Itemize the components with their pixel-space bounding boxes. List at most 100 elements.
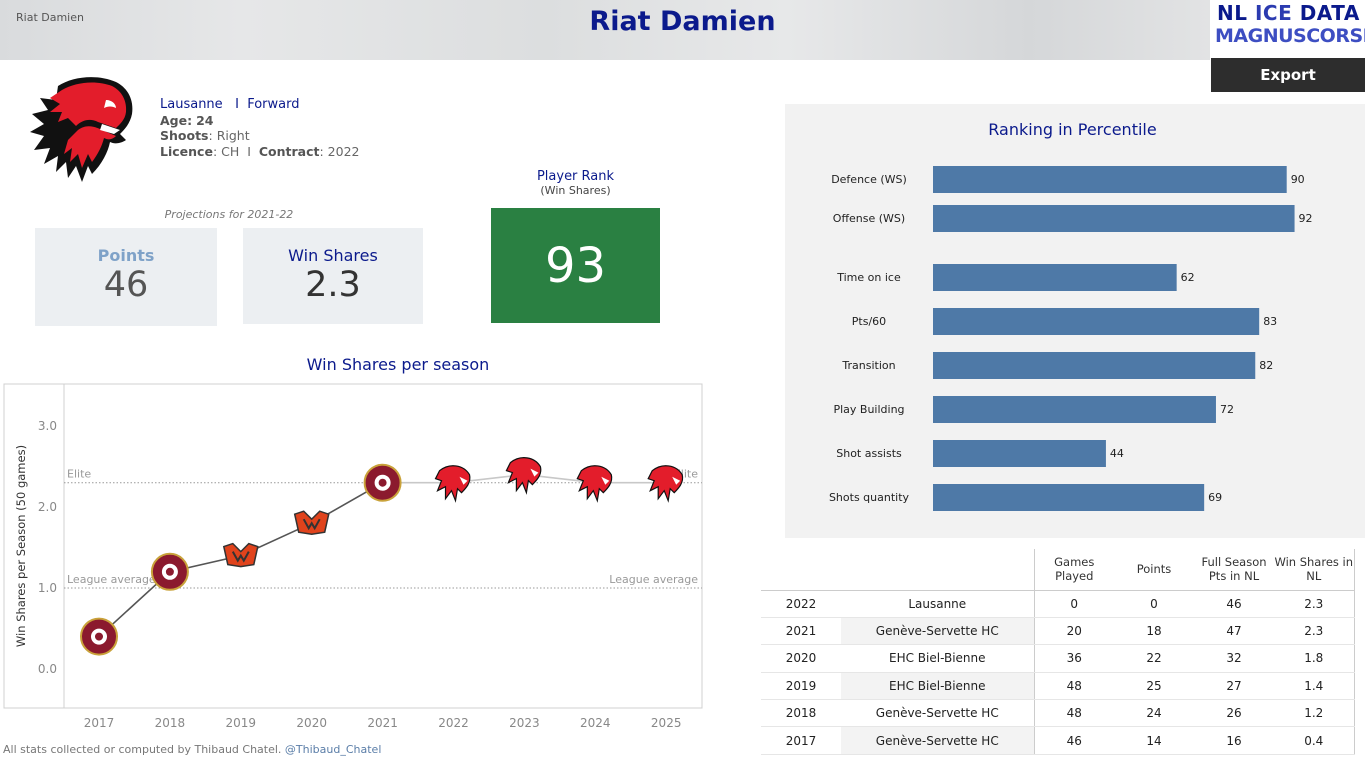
data-point-marker: [293, 510, 330, 535]
percentile-bar: [933, 308, 1260, 335]
percentile-bar: [933, 352, 1256, 379]
player-rank-value: 93: [491, 208, 660, 323]
percentile-bar: [933, 396, 1216, 423]
bar-category-label: Transition: [841, 359, 895, 372]
bar-value-label: 92: [1299, 212, 1313, 225]
cell-gp: 20: [1033, 617, 1114, 646]
cell-year: 2020: [761, 644, 841, 673]
cell-fs: 27: [1194, 672, 1274, 701]
cell-gp: 48: [1033, 699, 1114, 728]
bar-value-label: 44: [1110, 447, 1124, 460]
cell-year: 2019: [761, 672, 841, 701]
x-tick-label: 2024: [580, 716, 611, 730]
data-point-marker: [80, 617, 118, 656]
data-point-marker: [150, 552, 189, 591]
bar-value-label: 69: [1208, 491, 1222, 504]
bar-category-label: Shots quantity: [829, 491, 910, 504]
cell-team: EHC Biel-Bienne: [841, 672, 1034, 701]
y-tick-label: 1.0: [38, 581, 57, 595]
cell-pts: 24: [1114, 699, 1194, 728]
cell-gp: 48: [1033, 672, 1114, 701]
sheet-name: Riat Damien: [16, 11, 84, 24]
footer-credit: All stats collected or computed by Thiba…: [3, 743, 382, 756]
table-row: 2020 EHC Biel-Bienne 36 22 32 1.8: [761, 644, 1355, 673]
reference-label-right: League average: [609, 573, 698, 586]
cell-year: 2018: [761, 699, 841, 728]
page-title: Riat Damien: [589, 6, 776, 37]
data-point-marker: [222, 542, 259, 568]
bar-category-label: Offense (WS): [833, 212, 905, 225]
x-tick-label: 2021: [367, 716, 398, 730]
export-button[interactable]: Export: [1211, 58, 1365, 92]
reference-label-left: League average: [67, 573, 156, 586]
cell-pts: 22: [1114, 644, 1194, 673]
licence-label: Licence: [160, 143, 213, 159]
cell-gp: 36: [1033, 644, 1114, 673]
brand-sub: MAGNUSCORSI: [1215, 25, 1365, 47]
win-shares-chart: 0.0 1.0 2.0 3.0 Win Shares per Season (50 ga…: [3, 383, 703, 730]
col-games-played: Games Played: [1033, 549, 1114, 590]
table-row: 2022 Lausanne 0 0 46 2.3: [761, 589, 1355, 618]
projections-label: Projections for 2021-22: [164, 208, 294, 221]
player-age: 24: [196, 112, 214, 128]
data-point-marker: [363, 463, 402, 502]
twitter-handle-link[interactable]: @Thibaud_Chatel: [284, 743, 382, 756]
cell-ws: 1.4: [1274, 672, 1355, 701]
cell-year: 2017: [761, 726, 841, 755]
col-points: Points: [1136, 562, 1172, 577]
brand-logo: NL ICE DATA MAGNUSCORSI: [1211, 0, 1365, 58]
bar-category-label: Play Building: [833, 403, 904, 416]
cell-team: Genève-Servette HC: [841, 726, 1034, 755]
data-point-marker: [505, 457, 542, 495]
bar-value-label: 83: [1263, 315, 1277, 328]
data-point-marker: [576, 465, 613, 503]
bar-category-label: Shot assists: [836, 447, 902, 460]
player-team: Lausanne: [160, 97, 223, 112]
x-tick-label: 2023: [509, 716, 540, 730]
col-win-shares: Win Shares in NL: [1274, 549, 1355, 590]
player-contract: 2022: [327, 143, 360, 159]
x-tick-label: 2025: [651, 716, 682, 730]
cell-fs: 46: [1194, 589, 1274, 618]
cell-pts: 0: [1114, 589, 1194, 618]
percentile-chart-title: Ranking in Percentile: [988, 120, 1157, 139]
percentile-bar: [933, 264, 1177, 291]
table-row: 2018 Genève-Servette HC 48 24 26 1.2: [761, 699, 1355, 728]
cell-gp: 46: [1033, 726, 1114, 755]
col-full-season-pts: Full Season Pts in NL: [1201, 555, 1267, 584]
x-tick-label: 2018: [155, 716, 186, 730]
bar-category-label: Defence (WS): [831, 173, 907, 186]
percentile-bar: [933, 205, 1295, 232]
percentile-bar: [933, 484, 1205, 511]
y-tick-label: 3.0: [38, 419, 57, 433]
percentile-panel: Defence (WS) 90 Offense (WS) 92 Time on ice 6…: [785, 104, 1365, 538]
cell-year: 2021: [761, 617, 841, 646]
cell-ws: 0.4: [1274, 726, 1355, 755]
cell-ws: 2.3: [1274, 589, 1355, 618]
y-tick-label: 0.0: [38, 662, 57, 676]
bar-category-label: Time on ice: [836, 271, 901, 284]
y-tick-label: 2.0: [38, 500, 57, 514]
lausanne-lion-logo: [30, 77, 133, 182]
cell-pts: 25: [1114, 672, 1194, 701]
cell-team: Lausanne: [841, 589, 1034, 618]
win-shares-label: Win Shares: [288, 246, 378, 265]
cell-gp: 0: [1033, 589, 1114, 618]
percentile-bar: [933, 440, 1106, 467]
percentile-bar: [933, 166, 1287, 193]
cell-team: EHC Biel-Bienne: [841, 644, 1034, 673]
season-stats-table: Games Played Points Full Season Pts in N…: [761, 549, 1355, 755]
cell-team: Genève-Servette HC: [841, 699, 1034, 728]
table-row: 2019 EHC Biel-Bienne 48 25 27 1.4: [761, 672, 1355, 701]
player-rank-label: Player Rank (Win Shares): [536, 169, 615, 198]
separator: I: [235, 97, 239, 112]
player-position: Forward: [247, 97, 300, 112]
win-shares-card: Win Shares 2.3: [243, 228, 423, 324]
data-point-marker: [647, 465, 684, 503]
cell-fs: 16: [1194, 726, 1274, 755]
brand-name: NL ICE DATA: [1217, 1, 1360, 25]
cell-fs: 47: [1194, 617, 1274, 646]
table-row: 2021 Genève-Servette HC 20 18 47 2.3: [761, 617, 1355, 646]
win-shares-value: 2.3: [305, 265, 361, 305]
chart-frame: [3, 383, 703, 709]
